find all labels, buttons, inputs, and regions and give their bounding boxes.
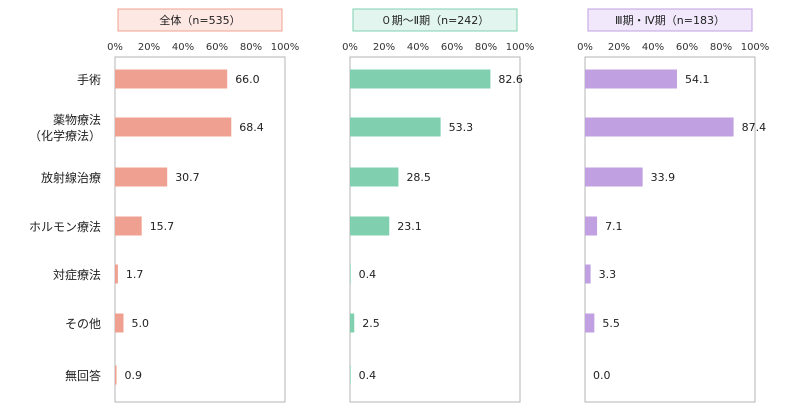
bar	[350, 216, 390, 236]
panel-header-box	[587, 8, 753, 32]
category-label: 放射線治療	[41, 170, 101, 185]
bar-value-label: 33.9	[651, 171, 676, 184]
bar	[115, 69, 228, 89]
panel-title: ０期～Ⅱ期（n=242）	[381, 14, 490, 27]
category-label: （化学療法）	[29, 128, 101, 143]
bar-value-label: 15.7	[150, 220, 175, 233]
x-tick-label: 20%	[138, 42, 160, 53]
category-label: その他	[65, 317, 101, 331]
x-tick-label: 40%	[407, 42, 429, 53]
bar	[350, 264, 351, 284]
bar-value-label: 30.7	[175, 171, 200, 184]
x-tick-label: 20%	[608, 42, 630, 53]
bar	[585, 216, 598, 236]
bar	[585, 264, 591, 284]
x-tick-label: 100%	[271, 42, 300, 53]
bar-value-label: 0.4	[359, 268, 377, 281]
x-tick-label: 60%	[676, 42, 698, 53]
bar	[350, 167, 399, 187]
category-label: 対症療法	[53, 267, 101, 282]
bar	[115, 365, 117, 385]
bar	[115, 313, 124, 333]
x-tick-label: 60%	[206, 42, 228, 53]
bar-value-label: 5.0	[132, 317, 150, 330]
x-tick-label: 100%	[741, 42, 770, 53]
bar-value-label: 2.5	[362, 317, 380, 330]
bar	[350, 365, 351, 385]
category-label: ホルモン療法	[29, 220, 101, 234]
bar-value-label: 82.6	[498, 73, 523, 86]
bar	[115, 167, 168, 187]
bar	[350, 69, 491, 89]
bar	[115, 117, 232, 137]
bar-value-label: 68.4	[239, 121, 264, 134]
bar-value-label: 5.5	[602, 317, 620, 330]
panel-header-box	[117, 8, 283, 32]
category-label: 無回答	[65, 368, 101, 383]
bar	[350, 117, 441, 137]
bar-value-label: 66.0	[235, 73, 260, 86]
bar-value-label: 0.0	[593, 369, 611, 382]
category-label: 薬物療法	[53, 113, 101, 127]
bar	[115, 264, 118, 284]
x-tick-label: 100%	[506, 42, 535, 53]
x-tick-label: 60%	[441, 42, 463, 53]
bar-value-label: 53.3	[449, 121, 474, 134]
bar-value-label: 3.3	[599, 268, 617, 281]
x-tick-label: 80%	[240, 42, 262, 53]
bar-value-label: 1.7	[126, 268, 144, 281]
x-tick-label: 0%	[107, 42, 123, 53]
bar	[585, 117, 734, 137]
bar	[585, 69, 677, 89]
bar	[115, 216, 142, 236]
panel-title: Ⅲ期・Ⅳ期（n=183）	[615, 14, 725, 27]
bar-value-label: 23.1	[397, 220, 422, 233]
bar-value-label: 7.1	[605, 220, 623, 233]
bar	[585, 167, 643, 187]
panel-header-box	[352, 8, 518, 32]
bar-value-label: 28.5	[406, 171, 431, 184]
x-tick-label: 0%	[577, 42, 593, 53]
x-tick-label: 0%	[342, 42, 358, 53]
x-tick-label: 80%	[475, 42, 497, 53]
bar-value-label: 0.4	[359, 369, 377, 382]
bar-value-label: 54.1	[685, 73, 710, 86]
bar-value-label: 87.4	[742, 121, 767, 134]
panel-title: 全体（n=535）	[159, 13, 240, 27]
category-label: 手術	[77, 73, 101, 87]
x-tick-label: 20%	[373, 42, 395, 53]
x-tick-label: 40%	[172, 42, 194, 53]
bar	[350, 313, 355, 333]
bar	[585, 313, 595, 333]
bar-value-label: 0.9	[125, 369, 143, 382]
x-tick-label: 40%	[642, 42, 664, 53]
x-tick-label: 80%	[710, 42, 732, 53]
